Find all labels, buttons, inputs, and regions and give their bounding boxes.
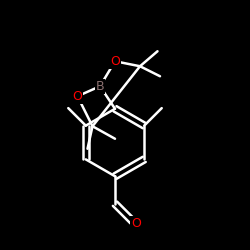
Text: O: O [131, 217, 141, 230]
Text: B: B [96, 80, 104, 93]
Text: O: O [72, 90, 83, 103]
Text: B: B [96, 80, 104, 93]
Text: O: O [110, 55, 120, 68]
Text: O: O [131, 217, 141, 230]
Text: O: O [110, 55, 120, 68]
Text: O: O [72, 90, 83, 103]
